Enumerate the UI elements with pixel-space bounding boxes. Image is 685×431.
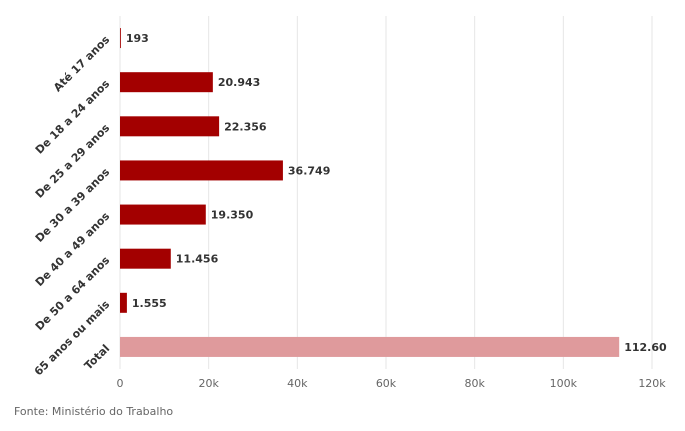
value-label: 22.356 xyxy=(224,120,267,133)
value-label: 193 xyxy=(126,32,149,45)
x-tick-label: 80k xyxy=(464,377,485,390)
value-label: 36.749 xyxy=(288,164,330,177)
bar xyxy=(120,204,206,225)
x-tick-label: 40k xyxy=(287,377,308,390)
x-tick-label: 100k xyxy=(550,377,578,390)
value-label: 11.456 xyxy=(176,253,219,266)
y-tick-label: De 40 a 49 anos xyxy=(33,209,113,289)
bar xyxy=(120,248,171,269)
bar xyxy=(120,336,620,357)
source: Fonte: Ministério do Trabalho xyxy=(14,405,173,418)
bar xyxy=(120,292,127,313)
bar xyxy=(120,28,121,49)
bar xyxy=(120,116,220,137)
x-tick-label: 60k xyxy=(376,377,397,390)
x-tick-label: 120k xyxy=(638,377,666,390)
bar xyxy=(120,160,283,181)
value-label: 1.555 xyxy=(132,297,167,310)
y-tick-label: De 18 a 24 anos xyxy=(33,77,113,157)
y-tick-label: Total xyxy=(82,342,112,372)
bar xyxy=(120,72,213,93)
y-tick-label: De 30 a 39 anos xyxy=(33,165,113,245)
value-label: 20.943 xyxy=(218,76,260,89)
y-tick-label: De 25 a 29 anos xyxy=(33,121,113,201)
y-tick-label: 65 anos ou mais xyxy=(32,298,113,379)
value-label: 19.350 xyxy=(211,209,254,222)
y-tick-label: De 50 a 64 anos xyxy=(33,253,113,333)
value-label: 112.60 xyxy=(624,341,667,354)
x-tick-label: 20k xyxy=(198,377,219,390)
x-tick-label: 0 xyxy=(117,377,124,390)
